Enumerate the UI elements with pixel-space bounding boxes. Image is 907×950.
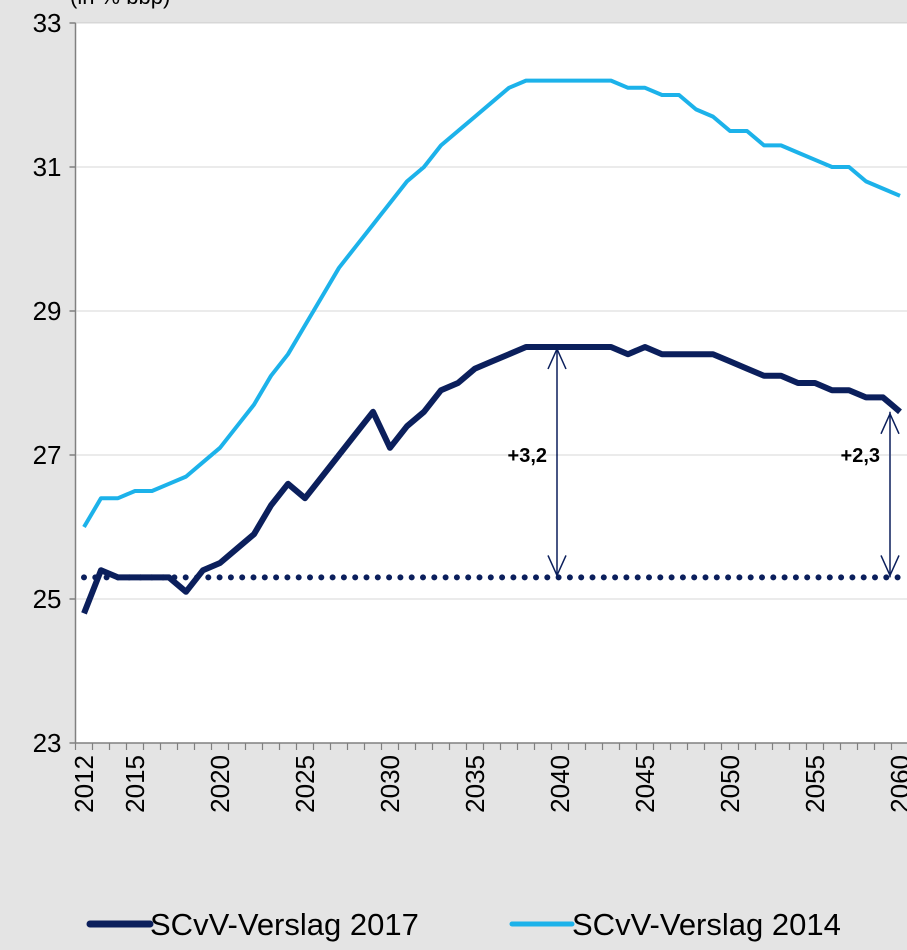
annotation-label: +3,2 (508, 445, 547, 467)
y-axis-label: (in % bbp) (70, 0, 170, 9)
x-tick-label: 2050 (715, 755, 745, 813)
legend-label: SCvV-Verslag 2017 (150, 907, 419, 942)
arrow-head (880, 411, 900, 435)
x-tick-label: 2012 (69, 755, 99, 813)
x-tick-label: 2045 (630, 755, 660, 813)
y-tick-label: 33 (33, 8, 62, 38)
x-tick-label: 2025 (290, 755, 320, 813)
legend-label: SCvV-Verslag 2014 (572, 907, 841, 942)
series-line (81, 344, 902, 615)
x-tick-label: 2015 (120, 755, 150, 813)
y-tick-label: 31 (33, 152, 62, 182)
x-tick-label: 2030 (375, 755, 405, 813)
annotation-label: +2,3 (841, 445, 880, 467)
plot-area (75, 23, 907, 743)
y-tick-label: 23 (33, 728, 62, 758)
y-tick-label: 27 (33, 440, 62, 470)
y-tick-label: 25 (33, 584, 62, 614)
series-line (82, 78, 901, 529)
arrow-head (547, 347, 567, 370)
x-tick-label: 2040 (545, 755, 575, 813)
y-tick-label: 29 (33, 296, 62, 326)
x-tick-label: 2060 (885, 755, 907, 813)
arrow-head (547, 555, 567, 578)
x-tick-label: 2035 (460, 755, 490, 813)
x-tick-label: 2020 (205, 755, 235, 813)
arrow-head (880, 555, 900, 578)
x-tick-label: 2055 (800, 755, 830, 813)
